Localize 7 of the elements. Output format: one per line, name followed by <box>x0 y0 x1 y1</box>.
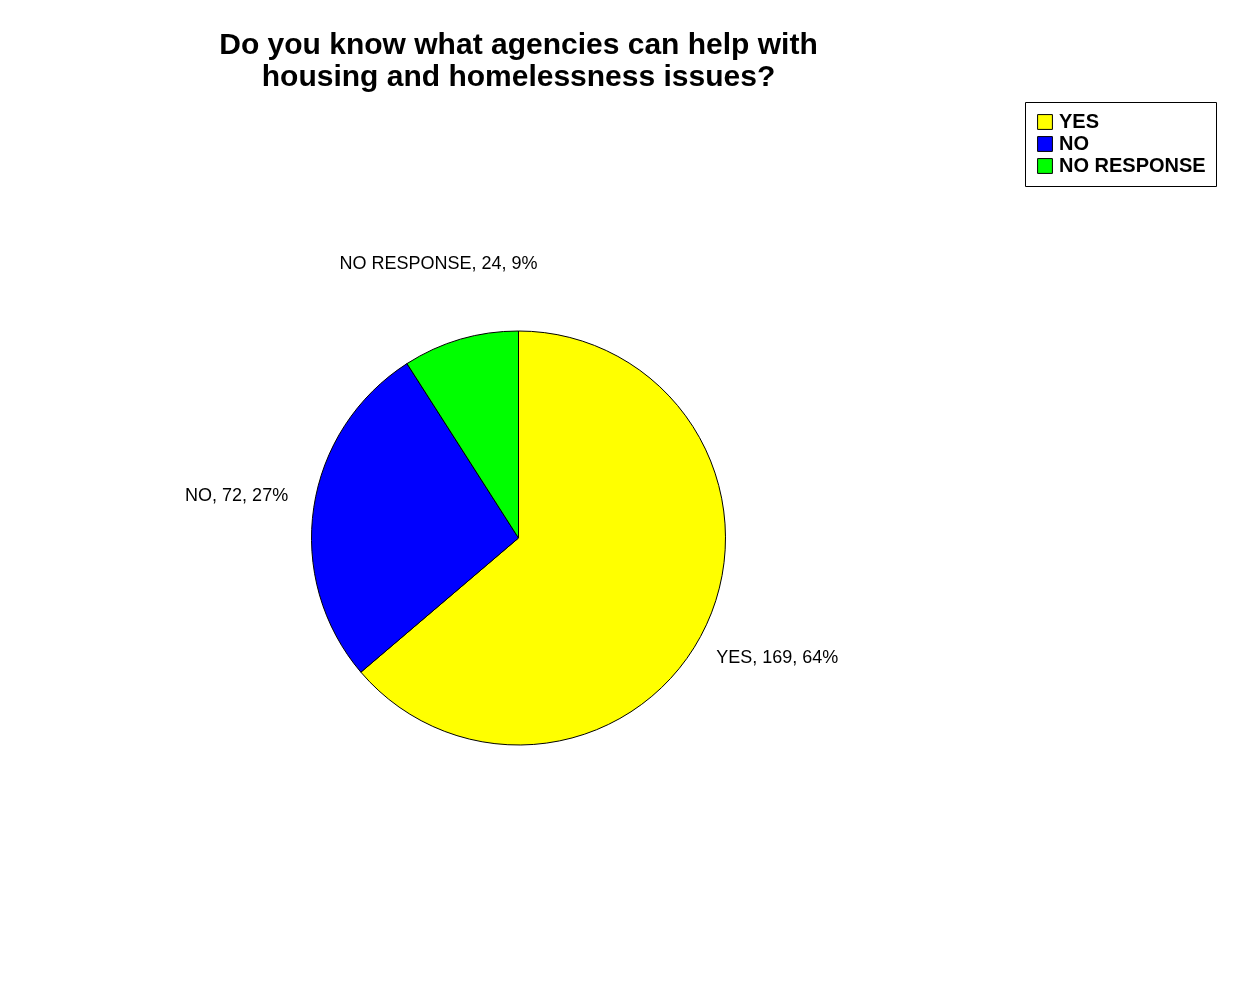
data-label: YES, 169, 64% <box>716 646 839 667</box>
legend-label: YES <box>1059 110 1100 132</box>
legend-label: NO <box>1059 132 1089 154</box>
chart-title: Do you know what agencies can help with housing and homelessness issues? <box>219 27 818 92</box>
data-label: NO, 72, 27% <box>185 484 289 505</box>
data-label: NO RESPONSE, 24, 9% <box>339 253 538 274</box>
legend-label: NO RESPONSE <box>1059 154 1206 176</box>
